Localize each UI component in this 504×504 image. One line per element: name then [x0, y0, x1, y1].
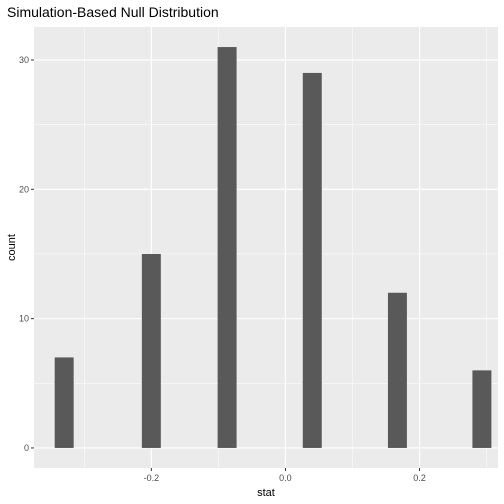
bar-0 [54, 357, 74, 448]
bar-5 [472, 370, 492, 448]
y-tick-label-2: 20 [19, 184, 29, 194]
x-axis: -0.2 0.0 0.2 [144, 468, 426, 483]
bar-3 [302, 72, 322, 448]
y-axis-title: count [6, 234, 18, 261]
chart-title: Simulation-Based Null Distribution [7, 4, 219, 20]
major-gridlines [34, 27, 498, 468]
bar-2 [217, 47, 237, 448]
bar-1 [141, 253, 161, 448]
x-tick-label-2: 0.2 [413, 473, 426, 483]
y-tick-label-3: 30 [19, 55, 29, 65]
bars [54, 47, 492, 448]
x-axis-title: stat [257, 487, 275, 499]
plot-panel [34, 27, 498, 468]
y-tick-label-1: 10 [19, 314, 29, 324]
bar-4 [387, 292, 407, 448]
x-tick-label-1: 0.0 [279, 473, 292, 483]
y-tick-label-0: 0 [24, 443, 29, 453]
x-tick-label-0: -0.2 [144, 473, 160, 483]
y-axis: 0 10 20 30 [19, 55, 34, 453]
